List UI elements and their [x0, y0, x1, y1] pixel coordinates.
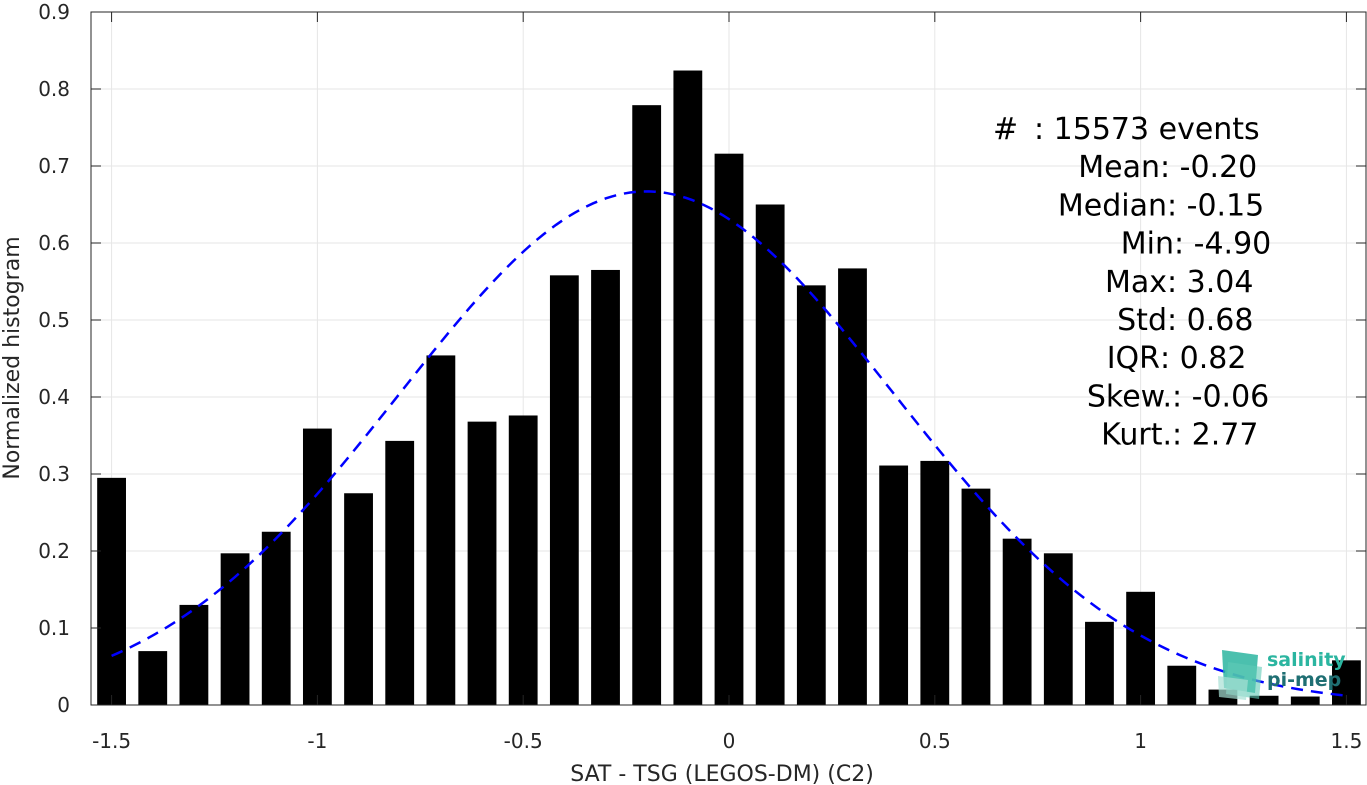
y-tick-label: 0.4	[38, 385, 70, 409]
y-axis-label: Normalized histogram	[0, 236, 25, 479]
histogram-bar	[508, 415, 538, 705]
histogram-bar	[961, 488, 991, 705]
stat-value: : 0.82	[1160, 341, 1246, 376]
histogram-bar	[1002, 538, 1032, 705]
x-tick-label: 1.5	[1331, 729, 1363, 753]
histogram-bar	[97, 477, 126, 705]
x-tick-label: -1.5	[92, 729, 131, 753]
logo-emblem-icon	[1218, 650, 1262, 700]
stat-label: Mean	[1078, 150, 1160, 185]
histogram-bar	[796, 285, 826, 705]
stat-label: Kurt.	[1101, 418, 1172, 453]
histogram-bar	[549, 275, 579, 705]
histogram-bar	[179, 604, 209, 705]
histogram-bar	[1043, 553, 1073, 705]
gaussian-fit-curve	[111, 190, 1347, 697]
stat-value: : -0.06	[1172, 379, 1269, 414]
y-axis-ticks: 0 0.1 0.2 0.3 0.4 0.5 0.6 0.7 0.8 0.9	[38, 0, 1366, 717]
stat-value: : 0.68	[1167, 303, 1253, 338]
logo-text-salinity: salinity	[1267, 649, 1346, 671]
histogram-bar	[755, 204, 785, 705]
stat-value: : 15573 events	[1034, 112, 1260, 147]
x-tick-label: 1	[1134, 729, 1147, 753]
x-tick-label: 0.5	[919, 729, 951, 753]
stat-label: IQR	[1107, 341, 1160, 376]
stat-label: Max	[1105, 265, 1167, 300]
histogram-bar	[302, 428, 332, 705]
histogram-bar	[261, 531, 291, 705]
y-tick-label: 0.9	[38, 0, 70, 24]
histogram-bar	[220, 553, 250, 705]
histogram-bar	[673, 70, 703, 705]
y-tick-label: 0	[57, 693, 70, 717]
stat-value: : -0.20	[1160, 150, 1257, 185]
histogram-bar	[632, 105, 662, 706]
histogram-bar	[591, 269, 620, 705]
logo-text-pi-mep: pi-mep	[1267, 669, 1341, 691]
x-tick-label: 0	[723, 729, 736, 753]
stat-label: Skew.	[1087, 379, 1172, 414]
histogram-bar	[1126, 591, 1156, 705]
x-tick-label: -0.5	[504, 729, 543, 753]
histogram-bar	[1249, 695, 1279, 705]
stat-label: Median	[1058, 188, 1167, 223]
stat-value: : 2.77	[1172, 418, 1258, 453]
histogram-bars	[97, 70, 1361, 706]
x-axis-label: SAT - TSG (LEGOS-DM) (C2)	[570, 762, 874, 785]
y-tick-label: 0.6	[38, 231, 70, 255]
x-tick-label: -1	[307, 729, 327, 753]
histogram-bar	[920, 460, 950, 705]
stat-value: : -0.15	[1167, 188, 1264, 223]
histogram-bar	[1085, 621, 1114, 705]
x-axis-ticks: -1.5 -1 -0.5 0 0.5 1 1.5	[92, 12, 1362, 753]
y-tick-label: 0.8	[38, 77, 70, 101]
y-tick-label: 0.7	[38, 154, 70, 178]
salinity-pi-mep-logo: salinity pi-mep	[1218, 649, 1346, 700]
histogram-bar	[344, 493, 373, 705]
histogram-bar	[467, 421, 497, 705]
y-tick-label: 0.3	[38, 462, 70, 486]
stat-label: #	[993, 112, 1018, 147]
y-tick-label: 0.2	[38, 539, 70, 563]
histogram-bar	[385, 440, 415, 705]
histogram-bar	[138, 651, 168, 705]
stat-value: : 3.04	[1167, 265, 1253, 300]
y-tick-label: 0.5	[38, 308, 70, 332]
stat-value: : -4.90	[1174, 227, 1271, 262]
histogram-bar	[426, 355, 456, 705]
histogram-bar	[714, 153, 744, 705]
stat-label: Min	[1121, 227, 1174, 262]
histogram-bar	[1290, 696, 1320, 705]
y-tick-label: 0.1	[38, 616, 70, 640]
histogram-bar	[879, 465, 909, 705]
histogram-bar	[838, 268, 867, 705]
histogram-bar	[1167, 665, 1197, 705]
stat-label: Std	[1117, 303, 1167, 338]
